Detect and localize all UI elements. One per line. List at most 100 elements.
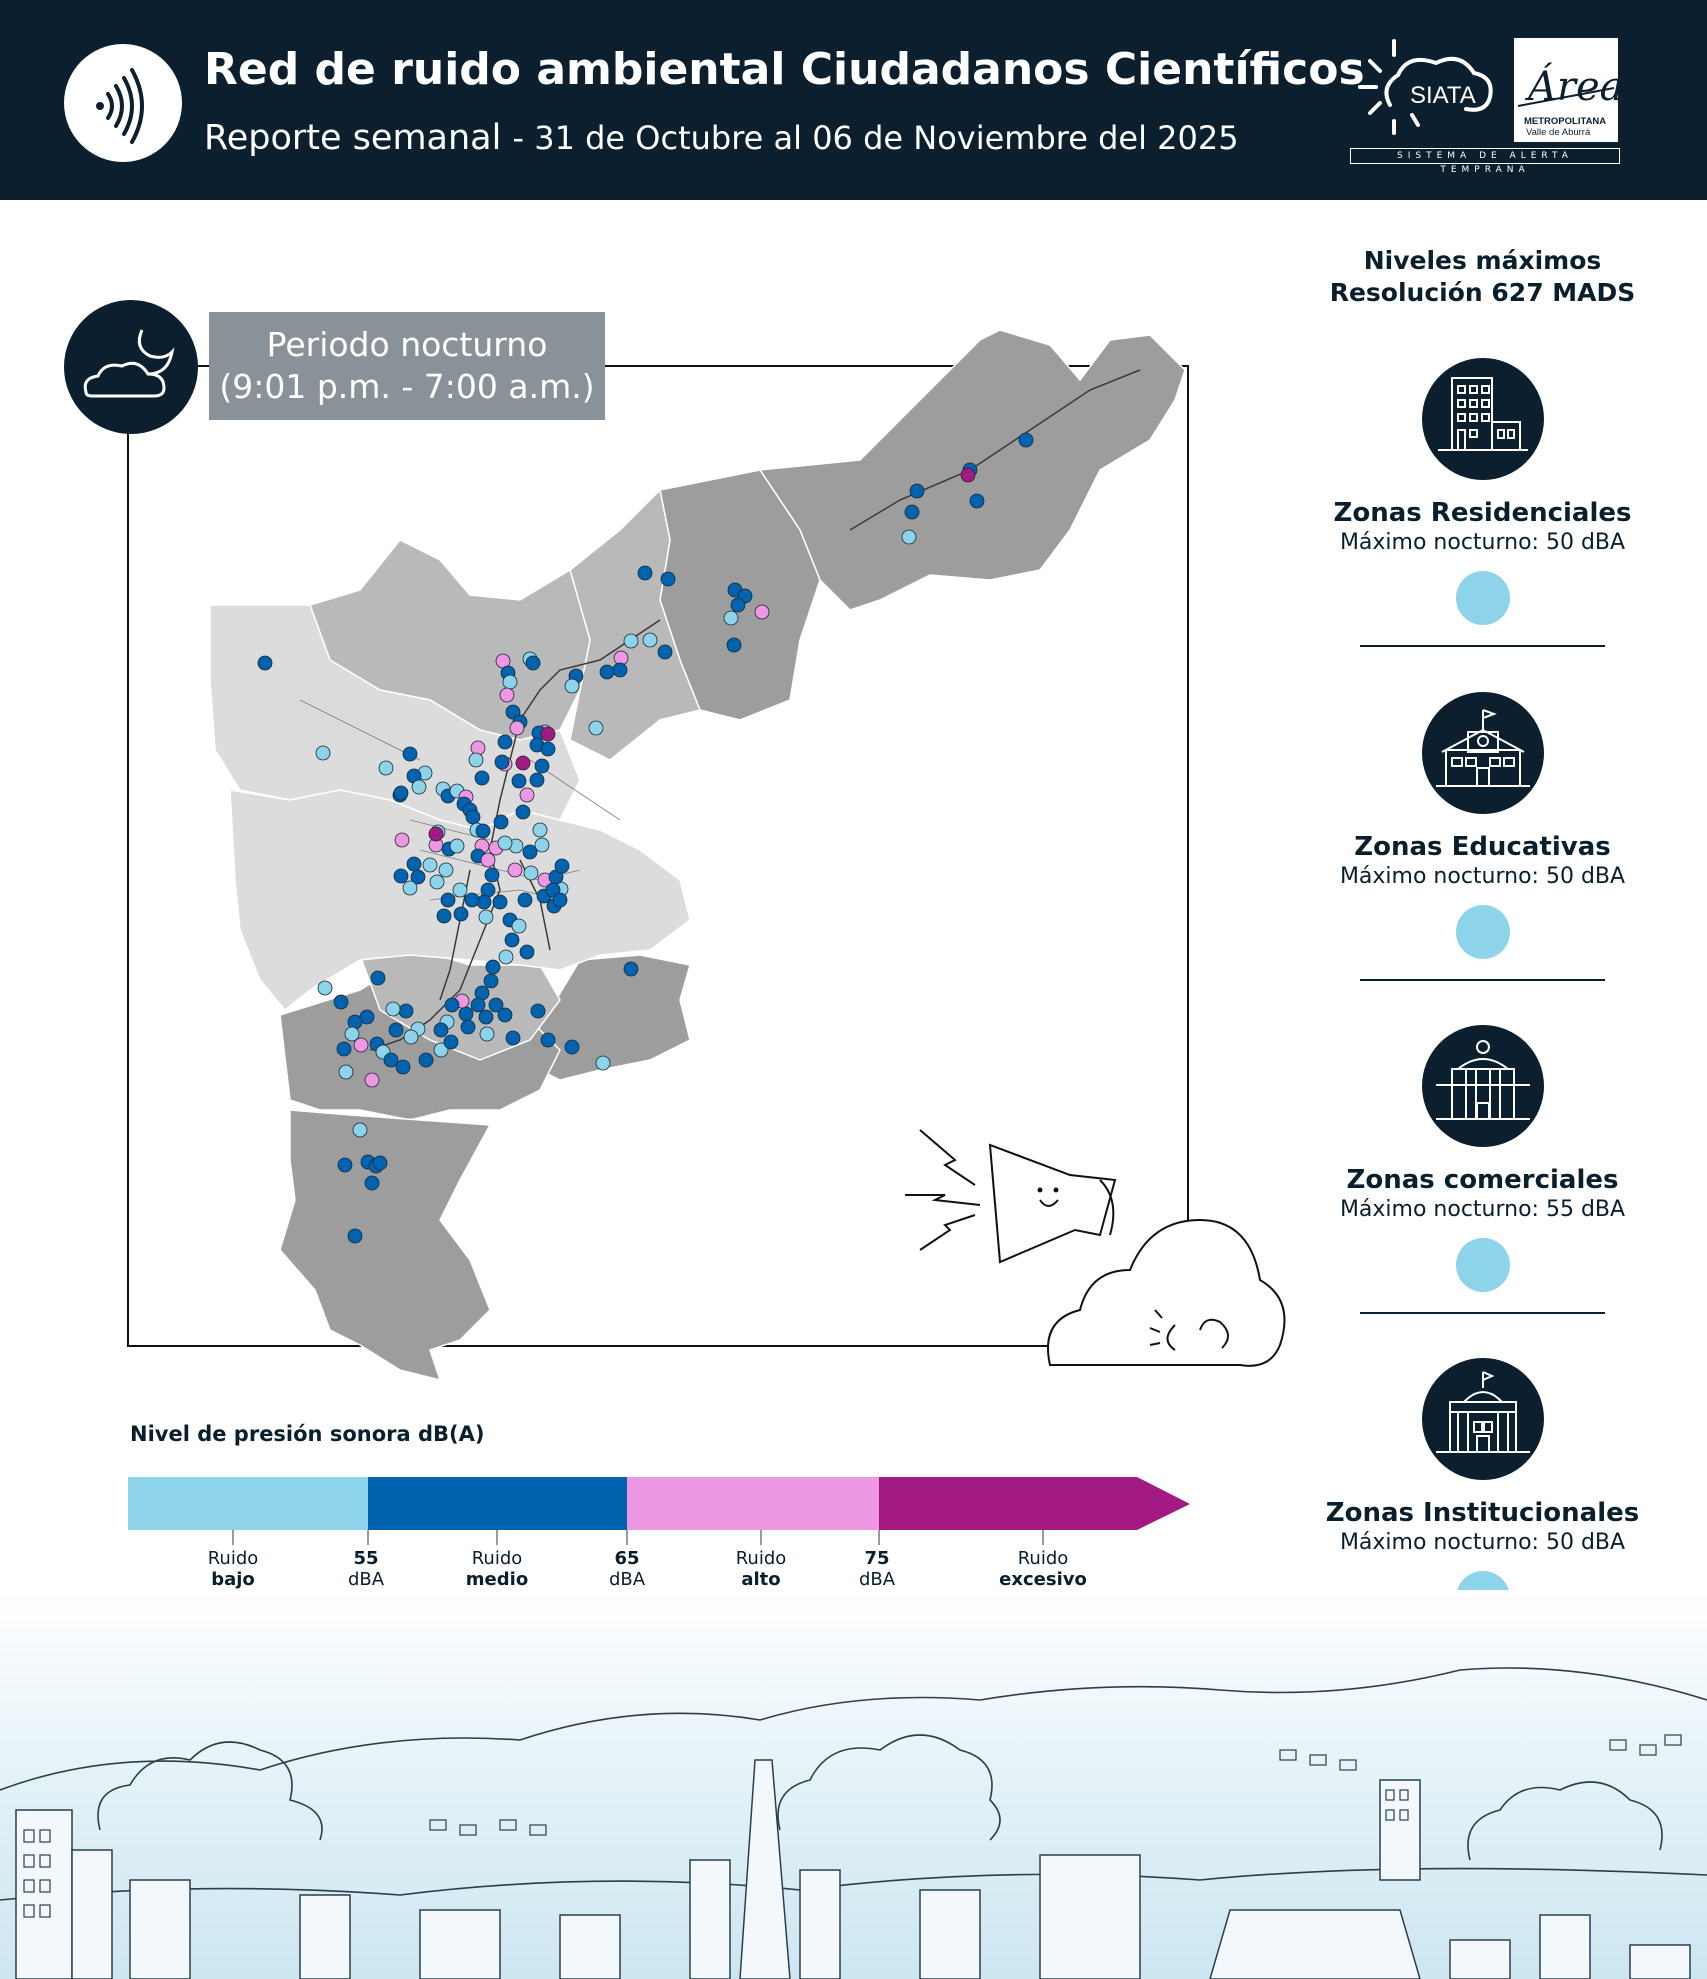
zone-name: Zonas comerciales bbox=[1346, 1165, 1619, 1195]
zone-name: Zonas Institucionales bbox=[1325, 1498, 1640, 1528]
zone-institutional: Zonas Institucionales Máximo nocturno: 5… bbox=[1310, 1358, 1655, 1625]
measurement-point-medio bbox=[904, 504, 920, 520]
measurement-point-medio bbox=[637, 565, 653, 581]
period-label: Periodo nocturno (9:01 p.m. - 7:00 a.m.) bbox=[209, 312, 605, 420]
measurement-point-medio bbox=[504, 932, 520, 948]
measurement-point-alto bbox=[364, 1072, 380, 1088]
legend-segment-medio bbox=[368, 1477, 627, 1530]
divider bbox=[1360, 1312, 1605, 1314]
measurement-point-medio bbox=[478, 1009, 494, 1025]
area-metropolitana-logo: Área METROPOLITANA Valle de Aburrá bbox=[1514, 38, 1624, 142]
commercial-building-icon bbox=[1421, 1025, 1544, 1147]
measurement-point-excesivo bbox=[428, 826, 444, 842]
building bbox=[71, 1849, 113, 1979]
measurement-point-medio bbox=[492, 894, 508, 910]
measurement-point-medio bbox=[474, 770, 490, 786]
measurement-point-alto bbox=[754, 604, 770, 620]
measurement-point-medio bbox=[393, 785, 409, 801]
measurement-point-medio bbox=[515, 804, 531, 820]
sun-cloud-doodle bbox=[1149, 1309, 1229, 1351]
header: Red de ruido ambiental Ciudadanos Cientí… bbox=[0, 0, 1707, 200]
svg-text:SIATA: SIATA bbox=[1410, 82, 1476, 109]
building bbox=[559, 1914, 621, 1979]
building bbox=[799, 1869, 841, 1979]
measurement-point-medio bbox=[517, 892, 533, 908]
moon-cloud-icon bbox=[64, 300, 198, 434]
school-building-icon bbox=[1421, 692, 1544, 814]
cloud-left bbox=[97, 1741, 323, 1841]
measurement-point-bajo bbox=[378, 760, 394, 776]
measurement-point-bajo bbox=[534, 837, 550, 853]
siata-logo: SIATA bbox=[1350, 35, 1500, 145]
measurement-point-bajo bbox=[478, 909, 494, 925]
legend-label-bajo: Ruido bajo bbox=[207, 1548, 259, 1590]
measurement-point-medio bbox=[443, 1034, 459, 1050]
sidebar-title-line2: Resolución 627 MADS bbox=[1329, 278, 1636, 307]
page-title: Red de ruido ambiental Ciudadanos Cientí… bbox=[204, 44, 1365, 95]
measurement-point-bajo bbox=[901, 529, 917, 545]
tower bbox=[739, 1759, 791, 1979]
measurement-point-bajo bbox=[532, 822, 548, 838]
building bbox=[15, 1809, 73, 1979]
measurement-point-medio bbox=[402, 746, 418, 762]
measurement-point-bajo bbox=[452, 882, 468, 898]
zone-name: Zonas Educativas bbox=[1354, 832, 1611, 862]
measurement-point-medio bbox=[554, 858, 570, 874]
building bbox=[1629, 1944, 1691, 1979]
period-hours: (9:01 p.m. - 7:00 a.m.) bbox=[219, 367, 595, 406]
measurement-point-alto bbox=[509, 720, 525, 736]
zone-max-level: Máximo nocturno: 50 dBA bbox=[1339, 530, 1626, 555]
measurement-point-bajo bbox=[433, 1042, 449, 1058]
measurement-point-bajo bbox=[438, 862, 454, 878]
measurement-point-medio bbox=[909, 483, 925, 499]
svg-text:METROPOLITANA: METROPOLITANA bbox=[1524, 116, 1606, 127]
building bbox=[689, 1859, 731, 1979]
measurement-point-medio bbox=[458, 1006, 474, 1022]
sidebar-title: Niveles máximos Resolución 627 MADS bbox=[1310, 245, 1655, 309]
measurement-point-bajo bbox=[385, 1001, 401, 1017]
measurement-point-medio bbox=[505, 1030, 521, 1046]
measurement-point-bajo bbox=[502, 674, 518, 690]
divider bbox=[1360, 645, 1605, 647]
building bbox=[129, 1879, 191, 1979]
measurement-point-medio bbox=[484, 867, 500, 883]
measurement-point-bajo bbox=[411, 779, 427, 795]
siata-tagline: SISTEMA DE ALERTA TEMPRANA bbox=[1350, 148, 1620, 175]
measurement-point-medio bbox=[534, 758, 550, 774]
measurement-point-medio bbox=[540, 741, 556, 757]
measurement-point-medio bbox=[529, 772, 545, 788]
measurement-point-medio bbox=[444, 997, 460, 1013]
measurement-point-medio bbox=[364, 1175, 380, 1191]
legend-threshold-65: 65 dBA bbox=[608, 1548, 646, 1590]
measurement-point-alto bbox=[499, 687, 515, 703]
measurement-point-medio bbox=[599, 664, 615, 680]
zone-max-level: Máximo nocturno: 50 dBA bbox=[1339, 864, 1626, 889]
building bbox=[1539, 1914, 1591, 1979]
measurement-point-medio bbox=[497, 734, 513, 750]
measurement-point-bajo bbox=[497, 835, 513, 851]
building bbox=[419, 1909, 501, 1979]
region-far-south bbox=[279, 1109, 492, 1380]
measurement-point-alto bbox=[519, 787, 535, 803]
measurement-point-bajo bbox=[344, 1026, 360, 1042]
report-type: Reporte semanal bbox=[204, 118, 502, 158]
measurement-point-bajo bbox=[422, 857, 438, 873]
period-name: Periodo nocturno bbox=[266, 325, 548, 364]
measurement-point-medio bbox=[494, 754, 510, 770]
measurement-points bbox=[257, 432, 1034, 1244]
measurement-point-excesivo bbox=[960, 467, 976, 483]
zone-educational: Zonas Educativas Máximo nocturno: 50 dBA bbox=[1310, 692, 1655, 981]
measurement-point-medio bbox=[333, 994, 349, 1010]
measurement-point-medio bbox=[483, 973, 499, 989]
measurement-point-medio bbox=[623, 961, 639, 977]
measurement-point-medio bbox=[519, 944, 535, 960]
measurement-point-excesivo bbox=[515, 755, 531, 771]
measurement-point-bajo bbox=[468, 752, 484, 768]
map-frame bbox=[127, 365, 1189, 1347]
measurement-point-medio bbox=[383, 1052, 399, 1068]
measurement-point-bajo bbox=[723, 610, 739, 626]
measurement-point-bajo bbox=[315, 745, 331, 761]
measurement-point-bajo bbox=[564, 678, 580, 694]
measurement-point-medio bbox=[388, 1022, 404, 1038]
measurement-point-bajo bbox=[498, 949, 514, 965]
